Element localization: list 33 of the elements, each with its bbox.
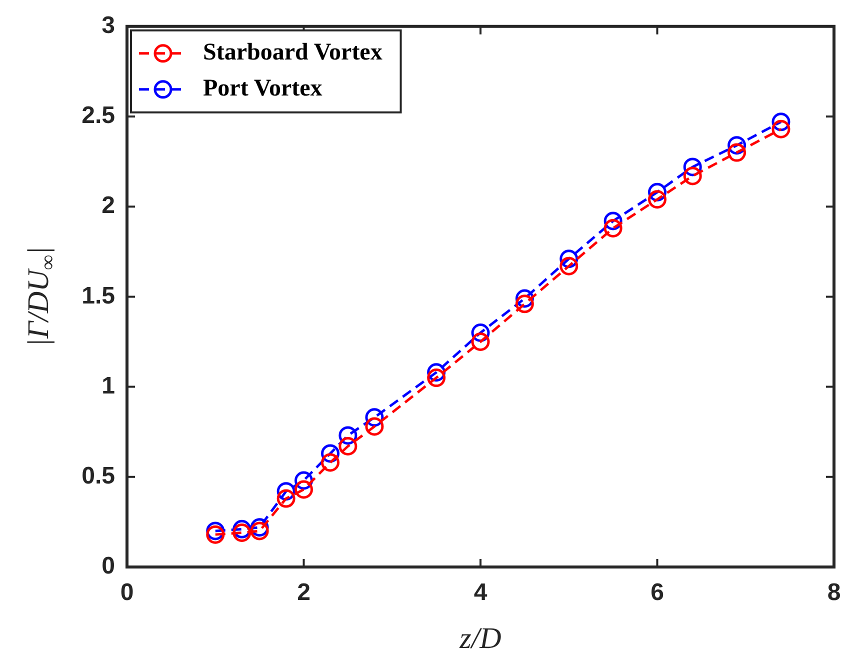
x-tick-label: 2 <box>297 579 310 606</box>
point <box>648 190 666 209</box>
point <box>250 522 269 540</box>
point <box>515 294 534 314</box>
y-tick-label: 2.5 <box>82 102 115 130</box>
y-tick-label: 0 <box>102 552 115 580</box>
y-tick-label: 0.5 <box>82 462 115 490</box>
point <box>338 437 358 456</box>
y-axis-title: |Γ/DU∞| <box>22 246 60 347</box>
point <box>294 480 313 499</box>
point <box>683 166 702 186</box>
y-tick-label: 2 <box>102 192 115 220</box>
x-tick-label: 0 <box>120 579 134 606</box>
x-tick-label: 4 <box>474 579 488 606</box>
y-tick-label: 1 <box>102 372 115 400</box>
y-tick-label: 3 <box>102 12 115 40</box>
point <box>427 368 446 388</box>
point <box>728 143 746 162</box>
point <box>471 332 490 351</box>
point <box>772 120 790 138</box>
legend-label: Starboard Vortex <box>203 40 382 66</box>
y-tick-label: 1.5 <box>82 282 115 310</box>
x-axis-title: z/D <box>458 622 502 655</box>
point <box>321 453 340 472</box>
point <box>604 218 622 238</box>
point <box>365 417 384 436</box>
x-tick-label: 6 <box>650 579 664 606</box>
point <box>206 525 225 544</box>
legend-label: Port Vortex <box>203 76 322 102</box>
point <box>232 524 252 542</box>
point <box>276 489 296 508</box>
x-tick-label: 8 <box>827 579 841 606</box>
point <box>560 256 578 276</box>
